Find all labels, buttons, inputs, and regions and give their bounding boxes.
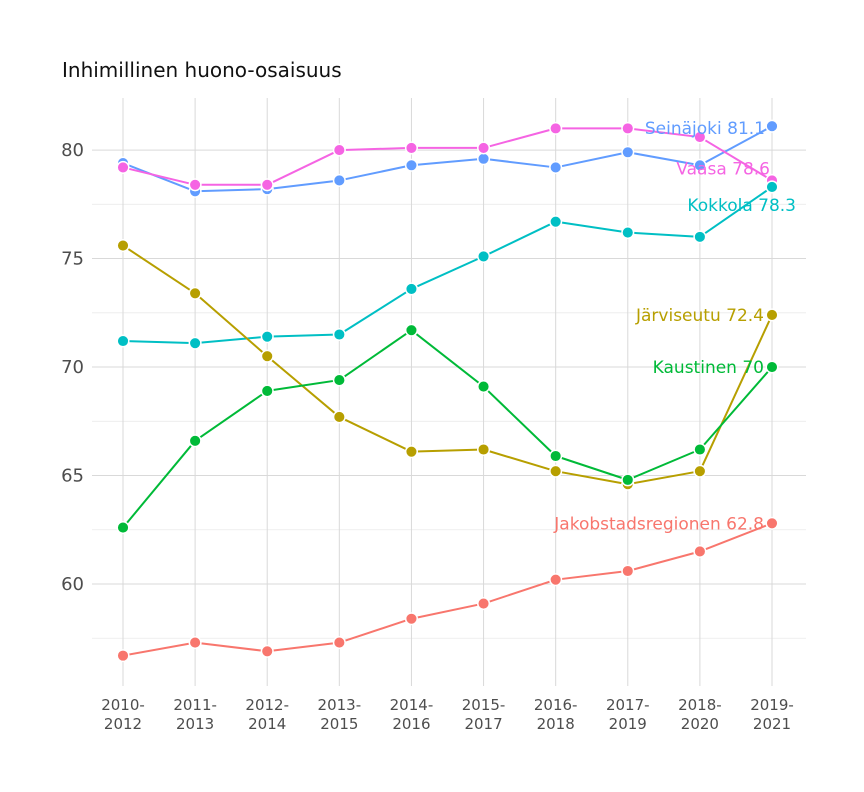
data-point [116,334,130,348]
x-tick-label: 2013-2015 [318,696,362,733]
series-j-rviseutu [116,238,779,491]
y-axis-tick-labels: 60 65 70 75 80 [61,140,84,595]
series-jakobstadsregionen [116,516,779,663]
data-point [116,238,130,253]
data-point [477,249,491,263]
x-tick-label: 2012-2014 [245,696,289,733]
data-point [404,445,418,459]
data-point [332,173,346,188]
data-point [693,158,707,172]
series-line [122,186,773,345]
data-point [404,282,418,296]
x-tick-label: 2015-2017 [462,696,506,733]
x-tick-label: 2016-2018 [534,696,578,733]
data-point [116,160,130,174]
data-point [188,178,202,192]
data-point [549,449,563,463]
data-point [404,141,418,155]
data-point [477,380,491,394]
data-point [621,145,635,159]
x-tick-label: 2011-2013 [173,696,217,733]
series-line [122,522,773,657]
chart-title: Inhimillinen huono-osaisuus [62,58,342,82]
x-tick-label: 2010-2012 [101,696,145,733]
x-tick-label: 2014-2016 [390,696,434,733]
series-end-label: Kokkola 78.3 [687,196,796,216]
data-point [260,384,274,398]
x-axis-tick-labels: 2010-2012 2011-2013 2012-2014 2013-2015 2014… [101,696,794,733]
data-point [260,349,274,363]
data-point [477,442,491,457]
data-point [188,636,202,650]
data-point [549,160,563,174]
data-point [621,121,635,135]
y-tick-label: 60 [61,574,84,595]
series-end-labels: Seinäjoki 81.1 Vaasa 78.6 Kokkola 78.3 Järv… [553,119,796,534]
y-tick-label: 80 [61,140,84,161]
data-point [549,573,563,587]
data-point [332,636,346,650]
data-point [332,410,346,424]
series-end-label: Vaasa 78.6 [676,159,770,179]
x-tick-label: 2017-2019 [606,696,650,733]
data-point [693,544,707,559]
data-point [693,130,707,144]
data-point [477,141,491,155]
series-kaustinen [116,323,779,535]
data-point [116,521,130,535]
data-point [260,330,274,344]
data-point [332,143,346,157]
data-point [693,230,707,244]
data-point [404,158,418,172]
data-point [765,119,779,133]
data-point [765,308,779,322]
data-point [693,464,707,478]
data-point [549,121,563,135]
data-point [477,152,491,166]
y-tick-label: 70 [61,357,84,378]
y-tick-label: 75 [61,249,84,270]
data-point [188,434,202,448]
series-kokkola [116,180,779,350]
series-lines [116,119,779,663]
data-point [332,373,346,387]
data-point [549,215,563,229]
data-point [332,327,346,342]
series-end-label: Seinäjoki 81.1 [645,119,765,139]
data-point [621,473,635,487]
series-line [122,125,773,193]
data-point [765,360,779,374]
series-line [122,244,773,486]
x-tick-label: 2019-2021 [750,696,794,733]
data-point [404,612,418,626]
data-point [116,649,130,663]
data-point [621,564,635,578]
series-end-label: Järviseutu 72.4 [635,306,764,326]
data-point [621,225,635,240]
series-line [122,127,773,186]
data-point [549,464,563,478]
data-point [260,178,274,192]
y-tick-label: 65 [61,466,84,487]
data-point [765,180,779,194]
data-point [765,516,779,530]
data-point [188,286,202,300]
data-point [188,336,202,350]
series-end-label: Jakobstadsregionen 62.8 [553,514,764,534]
series-vaasa [116,121,779,192]
series-end-label: Kaustinen 70 [653,358,764,378]
data-point [404,323,418,337]
data-point [693,442,707,457]
x-tick-label: 2018-2020 [678,696,722,733]
data-point [260,644,274,658]
data-point [477,596,491,611]
series-line [122,329,773,529]
